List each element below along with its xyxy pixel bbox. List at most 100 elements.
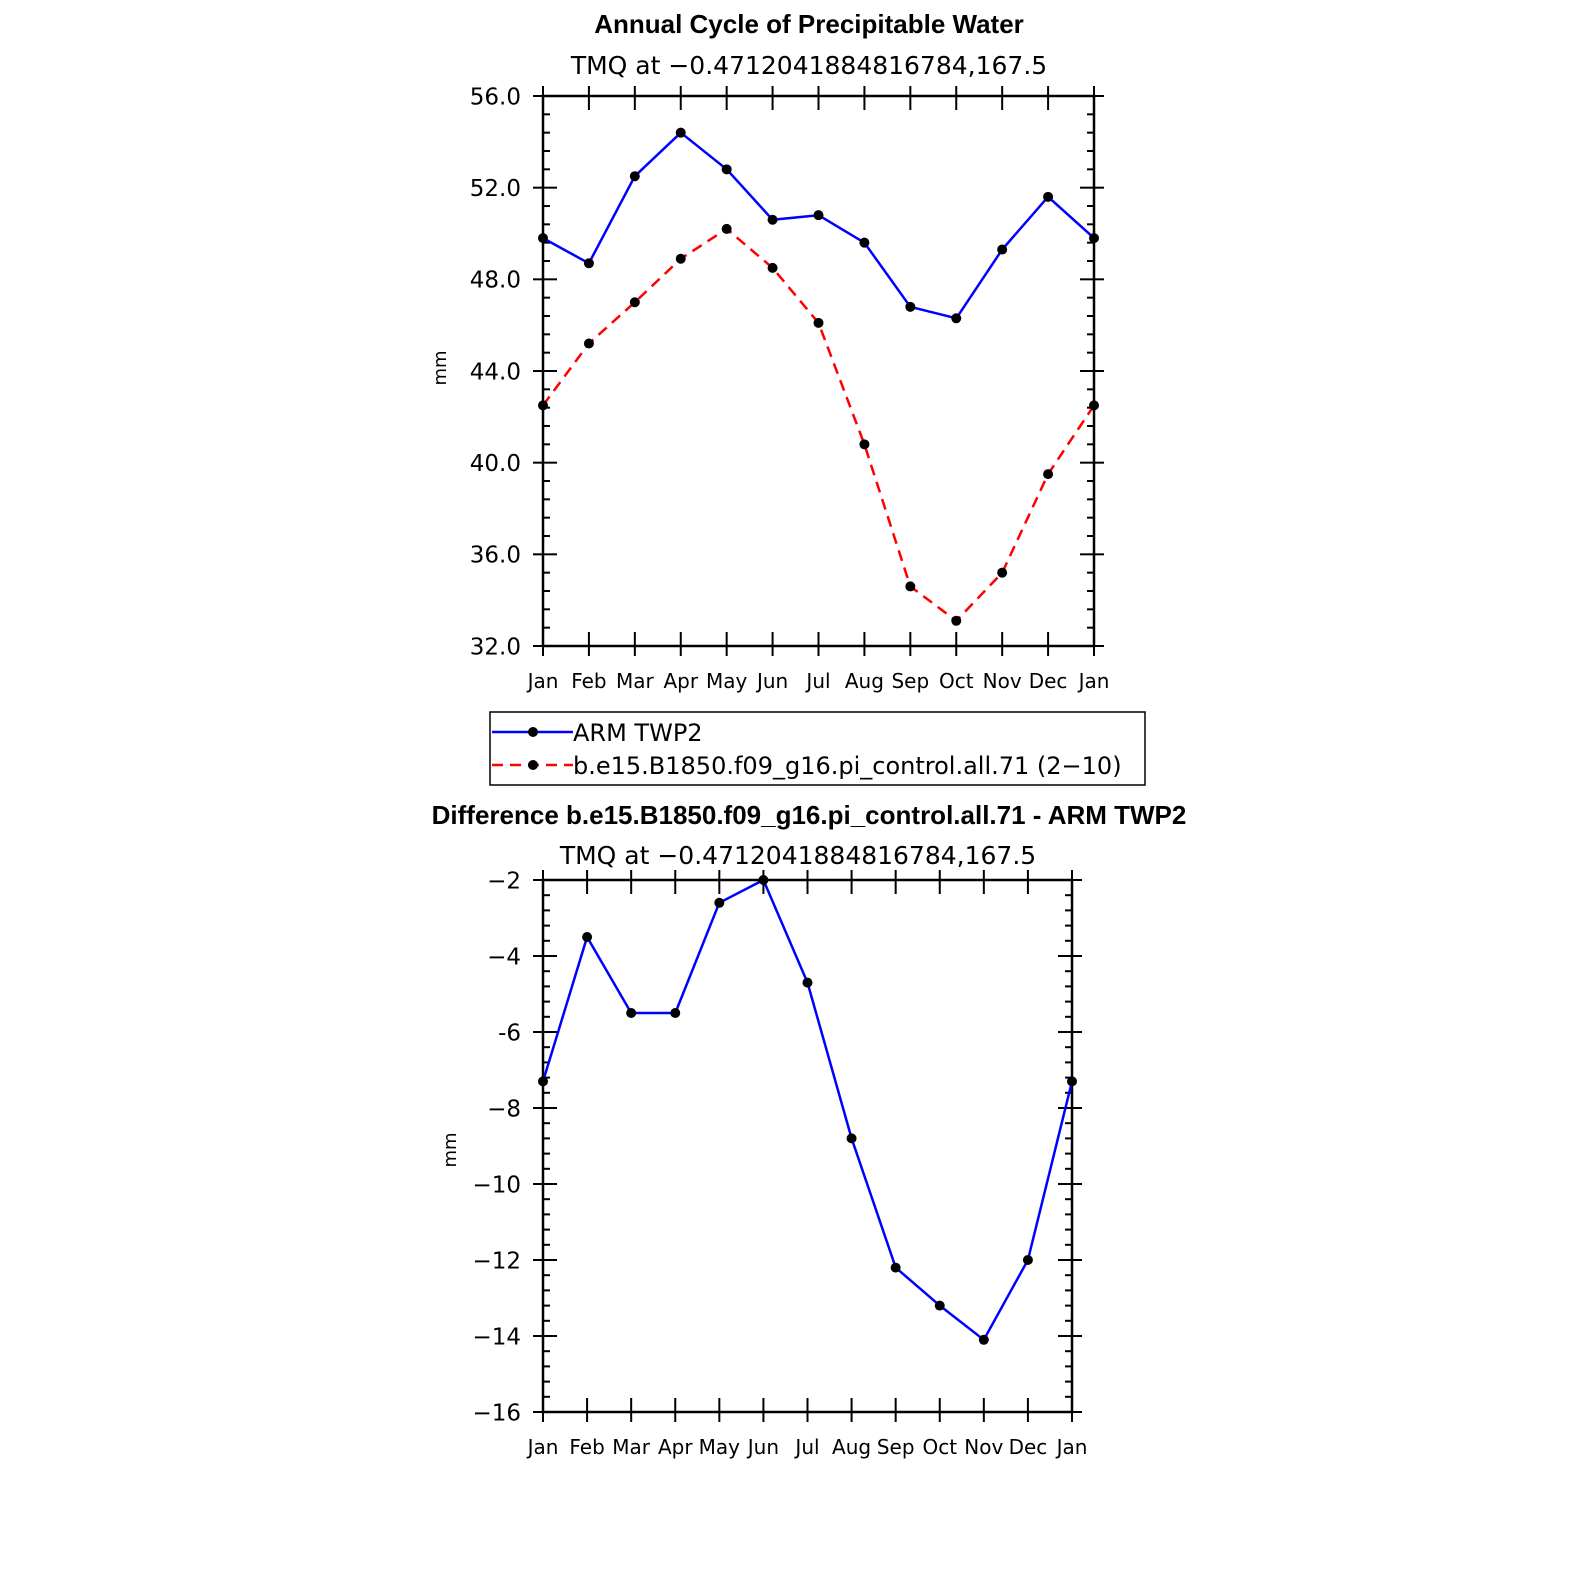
chart1-series-0-point <box>767 214 778 225</box>
chart2-series-0-point <box>802 977 813 988</box>
chart1-xtick-label: Jan <box>526 669 559 693</box>
chart2-xtick-label: Nov <box>964 1435 1003 1459</box>
chart2-series-line-0 <box>541 878 1074 1342</box>
chart1-series-0-point <box>583 258 594 269</box>
chart1-xtick-label: Jun <box>755 669 788 693</box>
chart2-xtick-label: Feb <box>569 1435 604 1459</box>
chart2-ylabel: mm <box>440 1132 461 1167</box>
chart2-series-0-point <box>714 897 725 908</box>
chart1-xtick-label: May <box>706 669 748 693</box>
chart1-title: Annual Cycle of Precipitable Water <box>594 9 1024 39</box>
chart2-frame <box>541 878 1074 1414</box>
chart1-series-1-point <box>629 297 640 308</box>
legend-marker-model <box>528 760 538 770</box>
chart2-ytick-label: −8 <box>487 1096 521 1122</box>
chart1-series-0-point <box>1043 191 1054 202</box>
chart1-xtick-label: Apr <box>663 669 698 693</box>
chart2-subtitle: TMQ at −0.4712041884816784,167.5 <box>559 841 1036 870</box>
chart2-xtick-label: Jan <box>526 1435 559 1459</box>
chart1-xtick-label: Jul <box>804 669 830 693</box>
chart1-plot: 32.0 36.0 40.0 44.0 48.0 52.0 56.0 Jan Feb Mar Apr… <box>470 84 1110 693</box>
chart2-series-0-point <box>1067 1076 1077 1087</box>
chart1-series-1-point <box>1043 469 1054 480</box>
chart2-plot: −16 −14 −12 −10 −8 -6 −4 −2 Jan Feb Mar Apr May Jun Ju… <box>472 868 1087 1459</box>
chart1-series-0-point <box>629 171 640 182</box>
chart1-series-1-point <box>951 615 962 626</box>
chart1-ylabel: mm <box>430 350 451 385</box>
chart2-ytick-label: −16 <box>472 1400 521 1426</box>
chart2-xtick-label: Dec <box>1009 1435 1048 1459</box>
chart2-series-0-point <box>670 1008 681 1018</box>
chart1-xtick-label: Dec <box>1029 669 1068 693</box>
legend-marker-arm <box>528 727 538 737</box>
chart1-series-0-point <box>951 313 962 324</box>
chart1-ytick-label: 52.0 <box>470 176 521 202</box>
chart2-series-0-point <box>934 1300 945 1311</box>
chart1-ytick-label: 32.0 <box>470 634 521 660</box>
chart1-subtitle: TMQ at −0.4712041884816784,167.5 <box>570 51 1047 80</box>
legend-label-arm: ARM TWP2 <box>573 719 703 747</box>
chart1-series-0-point <box>721 164 732 175</box>
chart2-ytick-label: −4 <box>487 944 521 970</box>
chart2-xtick-label: Sep <box>877 1435 915 1459</box>
chart2-series-0-point <box>758 875 769 885</box>
chart2-xtick-label: Jul <box>793 1435 819 1459</box>
chart1-xtick-label: Sep <box>891 669 929 693</box>
chart2-xtick-label: May <box>699 1435 741 1459</box>
chart1-series-1-point <box>721 223 732 234</box>
chart2-series-0-point <box>978 1334 989 1345</box>
chart1-series-0-point <box>905 301 916 312</box>
chart1-ytick-label: 48.0 <box>470 268 521 294</box>
chart2-series-0-point <box>582 932 593 942</box>
chart1-series-1-point <box>767 262 778 273</box>
chart2-ytick-label: −2 <box>487 868 521 894</box>
chart1-ytick-label: 36.0 <box>470 543 521 569</box>
chart1-ytick-label: 44.0 <box>470 359 521 385</box>
chart1-series-0-point <box>1089 233 1099 244</box>
chart1-series-0-point <box>538 233 548 244</box>
chart1-series-1-point <box>859 439 870 450</box>
chart1-xtick-label: Jan <box>1077 669 1110 693</box>
chart1-xtick-label: Mar <box>616 669 655 693</box>
chart2-title: Difference b.e15.B1850.f09_g16.pi_contro… <box>432 800 1187 830</box>
chart1-xtick-label: Oct <box>939 669 974 693</box>
chart2-ytick-label: -6 <box>498 1020 521 1046</box>
chart2-series-0-point <box>846 1133 857 1144</box>
chart1-xtick-label: Aug <box>845 669 884 693</box>
chart1-series-1-point <box>813 317 824 328</box>
chart1-ytick-label: 56.0 <box>470 84 521 110</box>
chart1-series-1-point <box>997 567 1008 578</box>
chart1-series-1-point <box>905 581 916 592</box>
chart1-series-1-point <box>675 253 686 264</box>
chart2-series-0-point <box>626 1008 637 1018</box>
chart2-xtick-label: Aug <box>832 1435 871 1459</box>
chart1-series-0-point <box>675 127 686 138</box>
chart1-frame <box>541 94 1096 648</box>
chart1-series-0-point <box>813 210 824 221</box>
chart2-ytick-label: −10 <box>472 1172 521 1198</box>
chart1-series-line-1 <box>541 227 1096 623</box>
chart1-series-line-0 <box>542 131 1095 320</box>
chart2-ytick-label: −12 <box>472 1248 521 1274</box>
legend-box <box>489 711 1146 786</box>
legend: ARM TWP2 b.e15.B1850.f09_g16.pi_control.… <box>489 711 1146 786</box>
chart2-series-0-point <box>890 1262 901 1273</box>
chart2-series-0-point <box>1022 1255 1033 1265</box>
chart2-series-0-point <box>538 1076 548 1087</box>
legend-label-model: b.e15.B1850.f09_g16.pi_control.all.71 (2… <box>573 752 1122 780</box>
chart1-series-0-point <box>997 244 1008 255</box>
chart2-xtick-label: Apr <box>658 1435 693 1459</box>
chart1-series-1-point <box>583 338 594 349</box>
chart1-series-1-point <box>538 400 548 411</box>
chart2-xtick-label: Jun <box>746 1435 779 1459</box>
chart1-series-0-point <box>859 237 870 248</box>
chart1-xtick-label: Nov <box>983 669 1022 693</box>
chart1-series-1-point <box>1089 400 1099 411</box>
chart2-xtick-label: Mar <box>612 1435 651 1459</box>
chart1-ytick-label: 40.0 <box>470 451 521 477</box>
chart2-ytick-label: −14 <box>472 1324 521 1350</box>
chart1-xtick-label: Feb <box>571 669 606 693</box>
chart2-xtick-label: Jan <box>1055 1435 1088 1459</box>
chart2-xtick-label: Oct <box>922 1435 957 1459</box>
